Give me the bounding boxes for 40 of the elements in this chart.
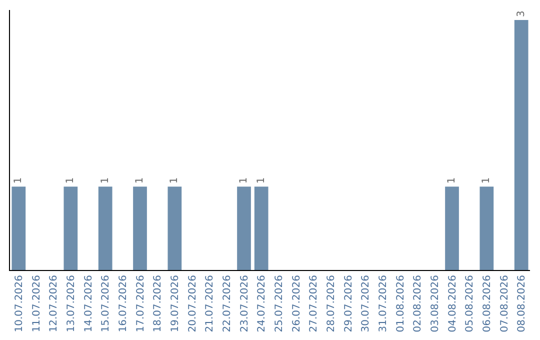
x-tick-label: 16.07.2026 xyxy=(118,275,129,332)
x-tick-label: 17.07.2026 xyxy=(135,275,146,332)
x-tick-label: 25.07.2026 xyxy=(274,275,285,332)
data-label: 1 xyxy=(134,177,146,184)
x-tick-label: 13.07.2026 xyxy=(66,275,77,332)
x-tick-label: 15.07.2026 xyxy=(100,275,112,332)
x-tick-label: 05.08.2026 xyxy=(464,275,476,332)
x-tick-label: 22.07.2026 xyxy=(222,275,233,332)
x-tick-label: 06.08.2026 xyxy=(482,275,493,332)
x-tick-label: 10.07.2026 xyxy=(14,275,25,332)
x-tick-label: 18.07.2026 xyxy=(152,275,164,332)
x-tick-label: 12.07.2026 xyxy=(48,275,60,332)
x-tick-label: 03.08.2026 xyxy=(430,275,441,332)
x-tick-label: 31.07.2026 xyxy=(378,275,389,332)
x-tick-label: 28.07.2026 xyxy=(326,275,337,332)
data-label: 1 xyxy=(13,177,24,184)
data-label: 3 xyxy=(516,10,527,17)
data-label: 1 xyxy=(256,177,267,184)
x-tick-label: 02.08.2026 xyxy=(412,275,424,332)
data-label: 1 xyxy=(446,177,458,184)
data-label: 1 xyxy=(169,177,180,184)
x-tick-label: 07.08.2026 xyxy=(499,275,510,332)
x-tick-label: 24.07.2026 xyxy=(256,275,268,332)
data-label: 1 xyxy=(238,177,250,184)
x-tick-label: 11.07.2026 xyxy=(31,275,42,332)
x-tick-label: 23.07.2026 xyxy=(239,275,250,332)
x-tick-label: 20.07.2026 xyxy=(187,275,198,332)
x-tick-label: 08.08.2026 xyxy=(516,275,528,332)
data-label: 1 xyxy=(65,177,76,184)
data-label: 1 xyxy=(481,177,492,184)
x-tick-label: 04.08.2026 xyxy=(447,275,458,332)
x-tick-label: 14.07.2026 xyxy=(83,275,94,332)
data-label: 1 xyxy=(100,177,111,184)
x-tick-label: 21.07.2026 xyxy=(204,275,216,332)
x-tick-label: 26.07.2026 xyxy=(291,275,302,332)
x-tick-label: 19.07.2026 xyxy=(170,275,181,332)
x-tick-label: 27.07.2026 xyxy=(308,275,320,332)
x-tick-label: 30.07.2026 xyxy=(360,275,372,332)
x-tick-label: 29.07.2026 xyxy=(343,275,354,332)
x-tick-label: 01.08.2026 xyxy=(395,275,406,332)
